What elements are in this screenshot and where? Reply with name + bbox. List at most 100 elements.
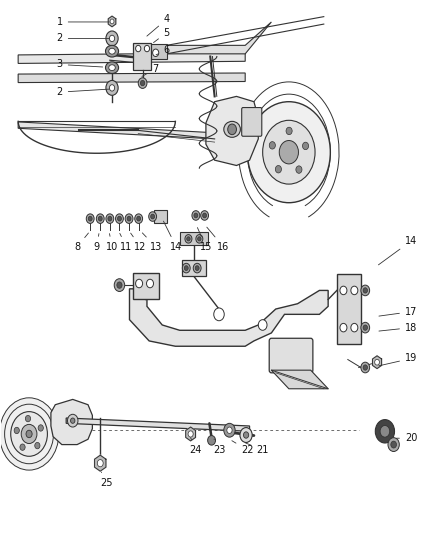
Circle shape	[228, 124, 237, 135]
FancyBboxPatch shape	[133, 273, 159, 300]
Text: 15: 15	[198, 228, 212, 252]
Circle shape	[340, 324, 347, 332]
Circle shape	[26, 430, 32, 438]
Circle shape	[391, 441, 396, 448]
Circle shape	[182, 263, 190, 273]
Circle shape	[71, 418, 75, 423]
Circle shape	[11, 411, 47, 456]
Circle shape	[108, 216, 112, 221]
Circle shape	[244, 432, 249, 438]
Circle shape	[96, 214, 104, 223]
Circle shape	[196, 235, 203, 243]
Polygon shape	[272, 370, 328, 389]
Polygon shape	[108, 16, 116, 27]
Text: 6: 6	[156, 45, 170, 55]
Circle shape	[135, 214, 143, 223]
Polygon shape	[18, 122, 215, 139]
Text: 24: 24	[190, 438, 202, 455]
Circle shape	[363, 325, 367, 330]
Text: 17: 17	[379, 306, 417, 317]
FancyBboxPatch shape	[145, 44, 166, 59]
Text: 8: 8	[74, 233, 88, 252]
Polygon shape	[166, 22, 272, 54]
FancyBboxPatch shape	[154, 210, 167, 223]
Circle shape	[374, 359, 379, 365]
FancyBboxPatch shape	[242, 108, 262, 136]
Circle shape	[340, 286, 347, 295]
Circle shape	[21, 424, 37, 443]
Text: 11: 11	[120, 233, 133, 252]
Text: 16: 16	[207, 227, 230, 252]
Polygon shape	[95, 455, 106, 471]
Circle shape	[375, 419, 395, 443]
Text: 12: 12	[131, 233, 147, 252]
Polygon shape	[186, 427, 195, 441]
Circle shape	[117, 216, 121, 221]
Circle shape	[361, 285, 370, 296]
Circle shape	[97, 459, 103, 467]
Circle shape	[363, 288, 367, 293]
Circle shape	[67, 414, 78, 427]
Circle shape	[141, 80, 145, 86]
Text: 1: 1	[57, 17, 109, 27]
Polygon shape	[66, 418, 250, 431]
FancyBboxPatch shape	[337, 274, 361, 344]
Text: 14: 14	[163, 221, 182, 252]
Circle shape	[5, 404, 53, 464]
Circle shape	[110, 35, 115, 42]
Circle shape	[110, 19, 114, 24]
Circle shape	[192, 211, 200, 220]
Circle shape	[240, 427, 252, 442]
Circle shape	[363, 365, 367, 370]
Circle shape	[201, 211, 208, 220]
Circle shape	[184, 266, 188, 270]
Circle shape	[214, 308, 224, 321]
Circle shape	[388, 438, 399, 451]
Circle shape	[286, 127, 292, 135]
Circle shape	[380, 425, 390, 437]
FancyBboxPatch shape	[133, 43, 151, 70]
Text: 18: 18	[379, 322, 417, 333]
Circle shape	[269, 142, 276, 149]
Text: 4: 4	[147, 14, 170, 36]
Circle shape	[258, 320, 267, 330]
Polygon shape	[51, 399, 92, 445]
Circle shape	[0, 398, 59, 470]
Circle shape	[152, 49, 159, 56]
Circle shape	[296, 166, 302, 173]
Polygon shape	[18, 73, 245, 83]
Circle shape	[86, 214, 94, 223]
Circle shape	[98, 216, 102, 221]
Circle shape	[106, 31, 118, 46]
Circle shape	[224, 423, 235, 437]
Circle shape	[198, 237, 201, 241]
Circle shape	[303, 142, 309, 150]
Circle shape	[203, 213, 207, 218]
Text: 23: 23	[213, 439, 225, 455]
Ellipse shape	[109, 64, 115, 70]
Text: 2: 2	[57, 34, 109, 43]
Circle shape	[117, 282, 122, 288]
FancyBboxPatch shape	[182, 260, 206, 276]
Text: 7: 7	[142, 64, 159, 76]
Circle shape	[276, 166, 282, 173]
Circle shape	[227, 427, 232, 433]
Text: 13: 13	[142, 233, 162, 252]
Text: 21: 21	[246, 443, 269, 455]
Text: 9: 9	[94, 233, 100, 252]
Polygon shape	[130, 289, 328, 346]
Circle shape	[193, 263, 201, 273]
FancyBboxPatch shape	[180, 232, 208, 245]
Circle shape	[145, 45, 150, 52]
Text: 5: 5	[154, 28, 170, 43]
Circle shape	[185, 235, 192, 243]
Circle shape	[361, 362, 370, 373]
Circle shape	[351, 324, 358, 332]
Text: 22: 22	[232, 441, 254, 455]
Ellipse shape	[106, 45, 119, 57]
Text: 19: 19	[379, 353, 417, 366]
Text: 25: 25	[100, 472, 113, 488]
Circle shape	[149, 212, 156, 221]
Polygon shape	[372, 356, 381, 368]
Circle shape	[136, 279, 143, 288]
